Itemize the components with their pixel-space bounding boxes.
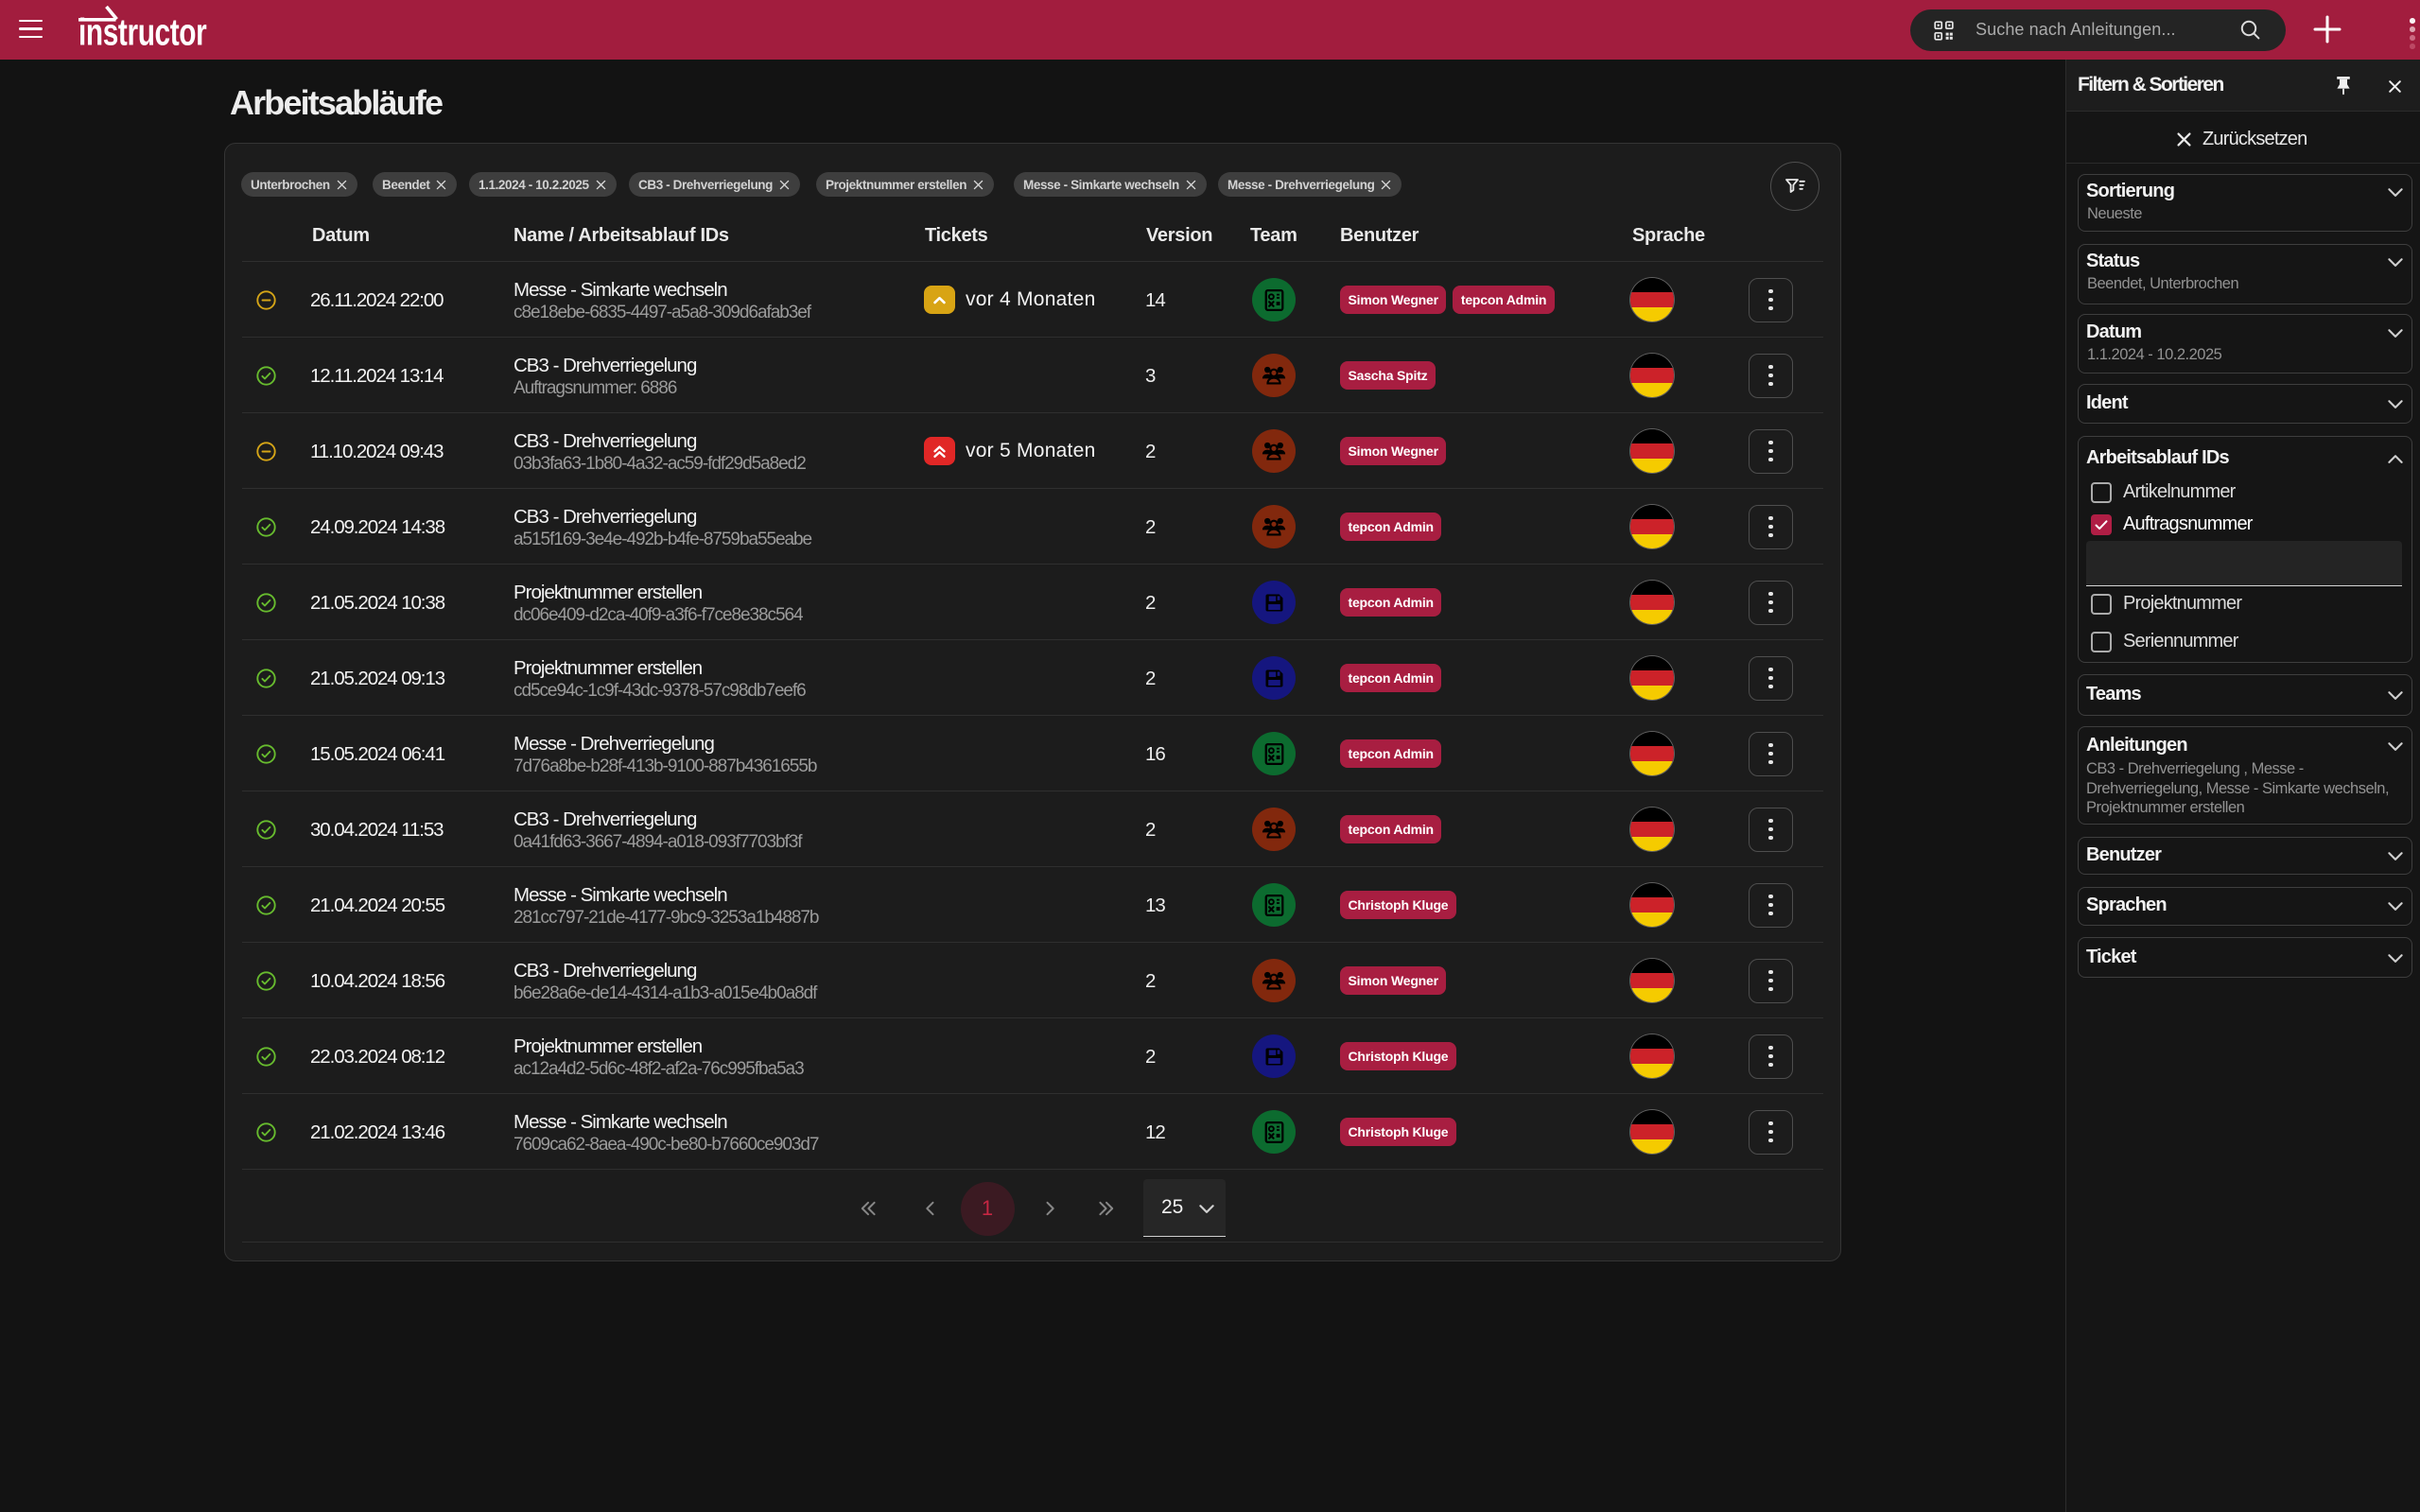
svg-text:instructor: instructor <box>78 11 207 53</box>
